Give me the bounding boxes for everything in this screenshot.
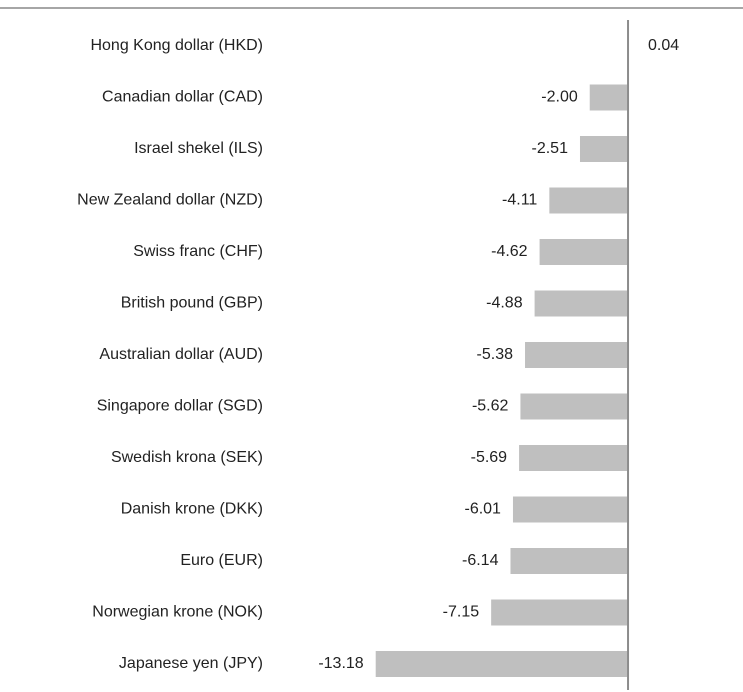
category-label: Swedish krona (SEK)	[111, 449, 263, 466]
bar	[539, 239, 629, 265]
bar	[491, 599, 629, 626]
category-label: Singapore dollar (SGD)	[97, 398, 263, 415]
category-label: Australian dollar (AUD)	[99, 346, 263, 363]
bar	[579, 136, 629, 162]
value-label: -7.15	[443, 604, 480, 621]
bar	[375, 651, 629, 677]
bar	[520, 393, 629, 420]
value-label: 0.04	[648, 37, 679, 54]
category-label: Japanese yen (JPY)	[119, 655, 263, 672]
bar	[549, 187, 629, 214]
category-label: New Zealand dollar (NZD)	[77, 192, 263, 209]
category-label: Canadian dollar (CAD)	[102, 89, 263, 106]
value-label: -5.69	[471, 449, 508, 466]
bar	[512, 496, 629, 523]
bar	[519, 445, 629, 471]
bar	[510, 548, 629, 574]
category-label: Norwegian krone (NOK)	[92, 604, 263, 621]
value-label: -6.01	[464, 501, 501, 518]
bar	[525, 342, 629, 368]
value-label: -4.11	[502, 192, 537, 209]
value-label: -5.62	[472, 398, 509, 415]
category-label: Swiss franc (CHF)	[133, 243, 263, 260]
value-label: -5.38	[477, 346, 514, 363]
value-label: -2.51	[532, 140, 569, 157]
category-label: Israel shekel (ILS)	[134, 140, 263, 157]
value-label: -4.88	[486, 295, 523, 312]
category-label: Hong Kong dollar (HKD)	[90, 37, 263, 54]
value-label: -4.62	[491, 243, 528, 260]
value-label: -13.18	[318, 655, 363, 672]
value-label: -2.00	[541, 89, 578, 106]
value-label: -6.14	[462, 552, 499, 569]
category-label: Danish krone (DKK)	[121, 501, 263, 518]
category-label: British pound (GBP)	[121, 295, 263, 312]
bar	[534, 290, 629, 317]
bar	[589, 84, 629, 111]
category-label: Euro (EUR)	[180, 552, 263, 569]
